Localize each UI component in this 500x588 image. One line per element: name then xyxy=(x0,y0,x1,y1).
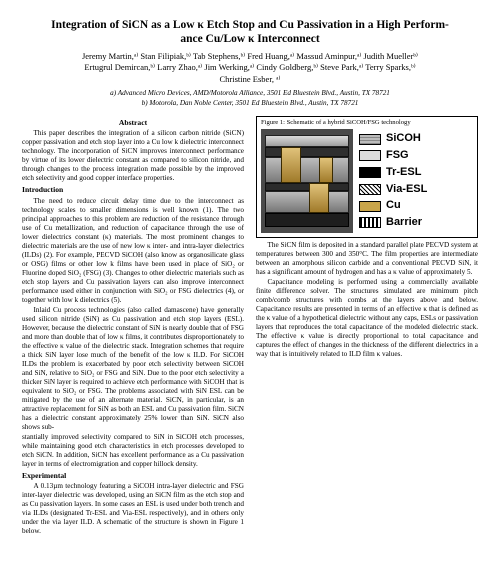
title-line-1: Integration of SiCN as a Low κ Etch Stop… xyxy=(51,19,449,31)
authors-line-1: Jeremy Martin,ᵃ⁾ Stan Filipiak,ᵇ⁾ Tab St… xyxy=(82,51,418,61)
schematic-layer xyxy=(265,147,349,157)
affiliation-a: a) Advanced Micro Devices, AMD/Motorola … xyxy=(110,89,390,97)
legend-label-fsg: FSG xyxy=(386,149,409,163)
legend-label-barrier: Barrier xyxy=(386,216,422,230)
paper-title: Integration of SiCN as a Low κ Etch Stop… xyxy=(22,18,478,47)
title-line-2: ance Cu/Low κ Interconnect xyxy=(180,33,319,45)
authors: Jeremy Martin,ᵃ⁾ Stan Filipiak,ᵇ⁾ Tab St… xyxy=(22,51,478,85)
figure-1: Figure 1: Schematic of a hybrid SiCOH/FS… xyxy=(256,116,478,238)
legend-row: FSG xyxy=(359,149,427,163)
figure-1-body: SiCOH FSG Tr-ESL Via-ESL Cu Barrier xyxy=(261,129,473,233)
affiliation-b: b) Motorola, Dan Noble Center, 3501 Ed B… xyxy=(142,99,359,107)
legend-row: SiCOH xyxy=(359,132,427,146)
schematic-via xyxy=(309,183,329,213)
exp-para-2: The SiCN film is deposited in a standard… xyxy=(256,241,478,277)
abstract-heading: Abstract xyxy=(22,118,244,127)
experimental-heading: Experimental xyxy=(22,471,244,480)
schematic-layer xyxy=(265,135,349,147)
legend-label-tresl: Tr-ESL xyxy=(386,166,421,180)
legend-row: Tr-ESL xyxy=(359,166,427,180)
schematic-layer xyxy=(265,191,349,213)
authors-line-3: Christine Esber, ᵃ⁾ xyxy=(220,74,281,84)
figure-1-caption: Figure 1: Schematic of a hybrid SiCOH/FS… xyxy=(261,119,473,127)
swatch-fsg xyxy=(359,150,381,161)
schematic-via xyxy=(319,157,333,183)
intro-para-1: The need to reduce circuit delay time du… xyxy=(22,197,244,305)
swatch-cu xyxy=(359,201,381,212)
authors-line-2: Ertugrul Demircan,ᵇ⁾ Larry Zhao,ᵃ⁾ Jim W… xyxy=(84,62,415,72)
schematic-layer xyxy=(265,213,349,227)
schematic-via xyxy=(281,147,301,183)
legend-label-cu: Cu xyxy=(386,199,401,213)
legend-row: Cu xyxy=(359,199,427,213)
introduction-heading: Introduction xyxy=(22,185,244,194)
legend-label-viaesl: Via-ESL xyxy=(386,183,427,197)
col2-continuation: stantially improved selectivity compared… xyxy=(22,433,244,469)
cross-section-schematic xyxy=(261,129,353,233)
schematic-layer xyxy=(265,183,349,191)
legend-row: Via-ESL xyxy=(359,183,427,197)
exp-para-3: Capacitance modeling is performed using … xyxy=(256,278,478,359)
intro-para-2: Inlaid Cu process technologies (also cal… xyxy=(22,306,244,432)
exp-para-1: A 0.13µm technology featuring a SiCOH in… xyxy=(22,482,244,536)
abstract-para: This paper describes the integration of … xyxy=(22,129,244,183)
schematic-layer xyxy=(265,157,349,183)
swatch-tresl xyxy=(359,167,381,178)
legend-row: Barrier xyxy=(359,216,427,230)
two-column-body: Abstract This paper describes the integr… xyxy=(22,116,478,576)
swatch-sicoh xyxy=(359,134,381,145)
figure-1-legend: SiCOH FSG Tr-ESL Via-ESL Cu Barrier xyxy=(359,132,427,230)
legend-label-sicoh: SiCOH xyxy=(386,132,421,146)
swatch-barrier xyxy=(359,217,381,228)
swatch-viaesl xyxy=(359,184,381,195)
affiliations: a) Advanced Micro Devices, AMD/Motorola … xyxy=(22,89,478,108)
